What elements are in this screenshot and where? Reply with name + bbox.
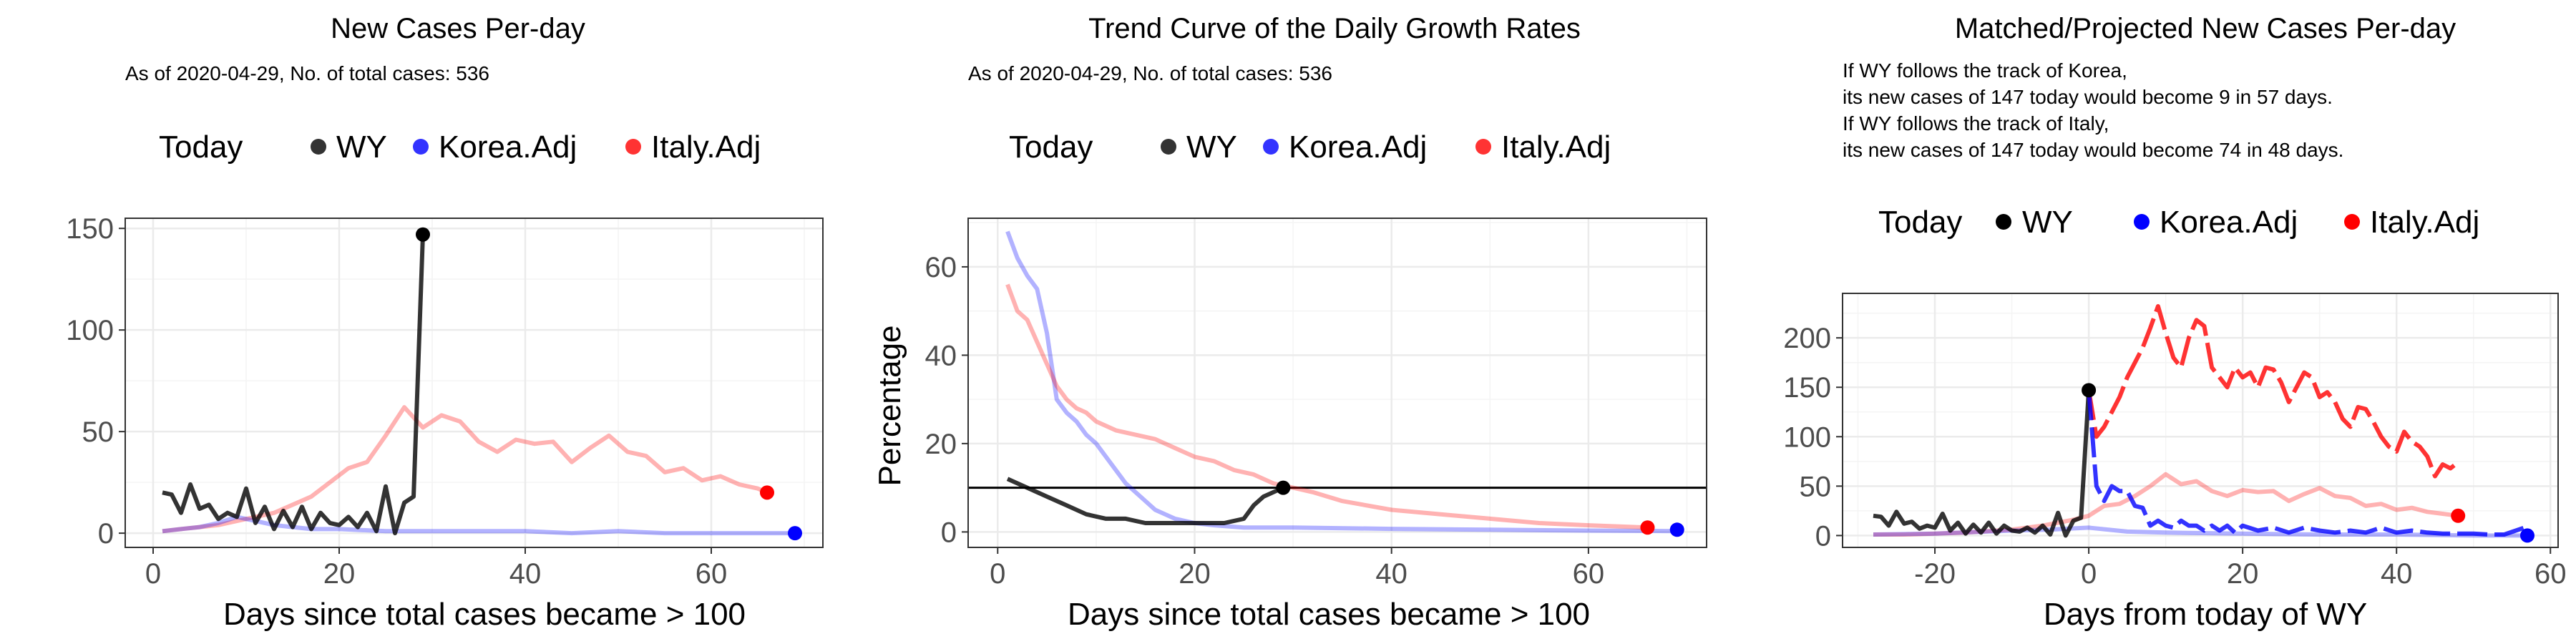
panel-background: [968, 218, 1707, 547]
y-tick-label: 50: [1800, 471, 1832, 502]
legend-title: Today: [1009, 130, 1093, 165]
today-point-korea-adj: [1669, 522, 1684, 537]
series-line-wy: [1006, 477, 1284, 525]
y-tick-label: 200: [1783, 323, 1831, 354]
legend-key-italy: [1475, 139, 1491, 155]
chart-2-x-axis-title: Days since total cases became > 100: [1068, 597, 1590, 632]
x-tick-label: 20: [323, 558, 356, 590]
x-tick-label: 0: [145, 558, 161, 590]
chart-3-x-axis-title: Days from today of WY: [2044, 597, 2367, 632]
chart-1-plot-area: 0 20 40 60 0 50 100 150: [66, 213, 824, 590]
y-tick-label: 0: [98, 518, 114, 550]
legend-key-korea: [2134, 214, 2150, 230]
legend-key-wy: [311, 139, 326, 155]
chart-1: New Cases Per-day As of 2020-04-29, No. …: [66, 13, 824, 632]
today-point-italy-adj: [2451, 508, 2466, 523]
x-tick-label: 60: [2534, 558, 2567, 590]
x-tick-label: 40: [509, 558, 542, 590]
chart-1-subtitle: As of 2020-04-29, No. of total cases: 53…: [125, 62, 489, 84]
legend-title: Today: [159, 130, 243, 165]
today-point-wy: [1276, 480, 1291, 495]
chart-3-plot-area: -20 0 20 40 60 0 50 100 150 200: [1783, 293, 2566, 590]
x-tick-label: 20: [2227, 558, 2259, 590]
today-point-italy-adj: [1640, 520, 1655, 535]
panel-border: [1842, 293, 2559, 548]
legend-key-korea: [413, 139, 429, 155]
x-tick-label: 20: [1179, 558, 1211, 590]
chart-2: Trend Curve of the Daily Growth Rates As…: [872, 13, 1707, 632]
series-line-wy: [1873, 390, 2092, 538]
legend-key-wy: [1996, 214, 2011, 230]
legend-key-italy: [625, 139, 641, 155]
legend-key-italy: [2344, 214, 2360, 230]
today-point-korea-adj: [788, 526, 802, 541]
chart-2-y-axis-title: Percentage: [872, 325, 907, 486]
x-tick-label: 0: [990, 558, 1005, 590]
chart-2-plot-area: 0 20 40 60 0 20 40 60: [925, 218, 1707, 590]
chart-2-subtitle: As of 2020-04-29, No. of total cases: 53…: [968, 62, 1332, 84]
chart-3-title: Matched/Projected New Cases Per-day: [1955, 13, 2456, 44]
y-tick-label: 150: [66, 213, 114, 245]
x-tick-label: 60: [1573, 558, 1605, 590]
chart-1-x-axis-title: Days since total cases became > 100: [223, 597, 746, 632]
legend-label-korea: Korea.Adj: [2160, 205, 2298, 240]
panel-border: [967, 218, 1707, 548]
annotation-line: its new cases of 147 today would become …: [1843, 86, 2333, 108]
series-line-wy: [162, 234, 425, 536]
x-tick-label: 40: [1375, 558, 1407, 590]
legend-label-italy: Italy.Adj: [2370, 205, 2479, 240]
y-tick-label: 50: [82, 416, 114, 448]
annotation-line: If WY follows the track of Korea,: [1843, 59, 2127, 82]
legend-key-wy: [1161, 139, 1176, 155]
today-point-korea-adj: [2519, 528, 2534, 543]
panel-background: [125, 218, 823, 547]
x-tick-label: 60: [696, 558, 728, 590]
chart-2-legend: Today WY Korea.Adj Italy.Adj: [1009, 130, 1611, 165]
y-tick-label: 0: [941, 517, 957, 548]
legend-title: Today: [1878, 205, 1962, 240]
series-line-korea-adj: [162, 514, 795, 536]
legend-label-korea: Korea.Adj: [1289, 130, 1427, 165]
today-point-italy-adj: [760, 485, 774, 500]
legend-label-wy: WY: [2022, 205, 2073, 240]
series-line-italy-adj: [162, 405, 769, 534]
x-tick-label: 40: [2381, 558, 2413, 590]
x-tick-label: 0: [2081, 558, 2097, 590]
annotation-line: its new cases of 147 today would become …: [1843, 139, 2343, 161]
y-tick-label: 100: [1783, 421, 1831, 453]
panel-background: [1843, 293, 2558, 547]
x-tick-label: -20: [1914, 558, 1956, 590]
panel-border: [125, 218, 824, 548]
series-line-korea-adj: [1005, 230, 1677, 534]
today-point-wy: [2082, 383, 2097, 398]
chart-3: Matched/Projected New Cases Per-day If W…: [1783, 13, 2566, 632]
y-tick-label: 150: [1783, 372, 1831, 404]
chart-1-legend: Today WY Korea.Adj Italy.Adj: [159, 130, 761, 165]
y-tick-label: 40: [925, 340, 957, 371]
series-line-italy-adj: [1005, 283, 1648, 530]
chart-3-legend: Today WY Korea.Adj Italy.Adj: [1878, 205, 2479, 240]
series-line-korea-adj-projected: [2087, 390, 2528, 537]
y-tick-label: 60: [925, 252, 957, 283]
annotation-line: If WY follows the track of Italy,: [1843, 112, 2109, 135]
y-tick-label: 0: [1815, 520, 1831, 552]
chart-2-title: Trend Curve of the Daily Growth Rates: [1088, 13, 1581, 44]
series-line-italy-adj-projected: [2087, 304, 2460, 479]
legend-label-italy: Italy.Adj: [1501, 130, 1611, 165]
legend-label-wy: WY: [336, 130, 387, 165]
y-tick-label: 100: [66, 315, 114, 346]
legend-label-italy: Italy.Adj: [651, 130, 761, 165]
legend-key-korea: [1263, 139, 1279, 155]
today-point-wy: [416, 227, 430, 242]
legend-label-wy: WY: [1186, 130, 1237, 165]
chart-3-annotation: If WY follows the track of Korea, its ne…: [1843, 59, 2343, 161]
chart-1-title: New Cases Per-day: [331, 13, 585, 44]
legend-label-korea: Korea.Adj: [439, 130, 577, 165]
y-tick-label: 20: [925, 429, 957, 460]
